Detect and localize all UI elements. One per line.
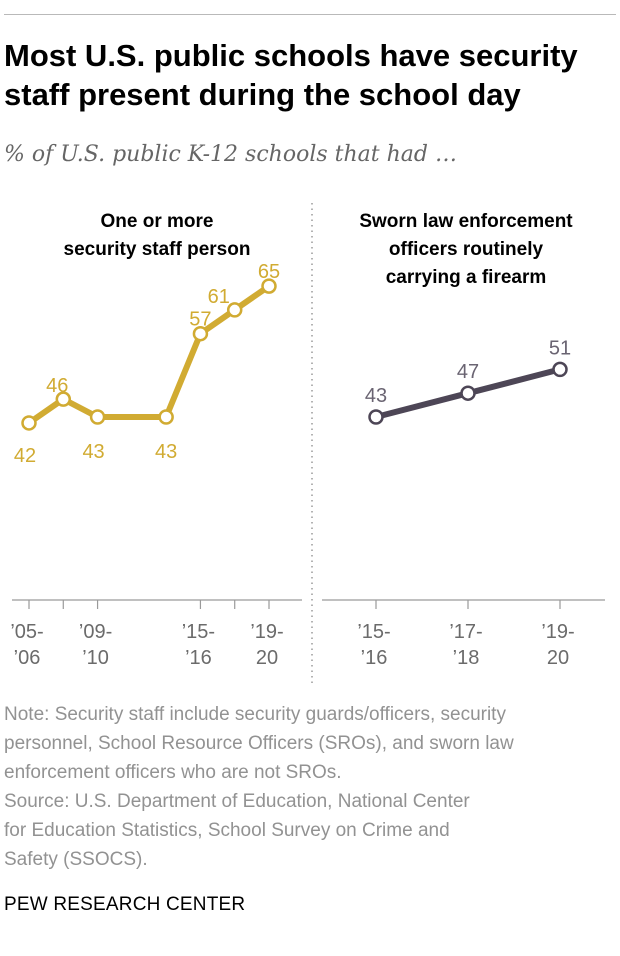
data-point-sworn-officers: [460, 385, 476, 401]
x-tick-label-right: ’19-: [541, 621, 574, 643]
x-tick-label-right: ’15-: [357, 621, 390, 643]
x-tick-label-right: ’17-: [449, 621, 482, 643]
panel-title-sworn-officers: Sworn law enforcement officers routinely…: [318, 208, 614, 292]
x-tick-label-left: ’05-: [10, 621, 43, 643]
data-point-security-staff: [192, 325, 209, 342]
data-label-sworn-officers: 43: [365, 385, 387, 407]
top-rule: [4, 14, 616, 15]
footer-credit: PEW RESEARCH CENTER: [4, 894, 246, 915]
x-tick-label-left: ’06: [14, 647, 41, 669]
x-tick-label-left: ’10: [82, 647, 109, 669]
data-point-sworn-officers: [368, 409, 384, 425]
data-point-security-staff: [55, 391, 72, 407]
note-and-source: Note: Security staff include security gu…: [4, 700, 616, 874]
data-label-sworn-officers: 47: [457, 361, 479, 383]
x-tick-label-left: ’16: [185, 647, 212, 669]
data-label-security-staff: 57: [189, 309, 211, 331]
panel-title-line: One or more: [100, 211, 214, 232]
source-line: Source: U.S. Department of Education, Na…: [4, 791, 470, 812]
data-label-security-staff: 65: [258, 261, 280, 283]
x-tick-label-right: 20: [547, 647, 569, 669]
data-point-security-staff: [226, 302, 243, 318]
data-point-security-staff: [158, 409, 174, 425]
x-tick-label-left: ’15-: [182, 621, 215, 643]
panel-title-line: Sworn law enforcement: [359, 211, 573, 232]
data-label-security-staff: 61: [208, 286, 230, 308]
data-point-security-staff: [261, 278, 277, 294]
panel-title-line: carrying a firearm: [385, 267, 547, 288]
data-point-security-staff: [21, 415, 37, 431]
chart-subtitle: % of U.S. public K-12 schools that had …: [4, 142, 457, 167]
data-label-security-staff: 43: [155, 441, 177, 463]
note-line: enforcement officers who are not SROs.: [4, 762, 342, 783]
data-point-sworn-officers: [552, 361, 568, 378]
data-label-security-staff: 42: [14, 445, 36, 467]
data-label-security-staff: 43: [82, 441, 104, 463]
chart-title: Most U.S. public schools have security s…: [4, 38, 578, 112]
note-line: personnel, School Resource Officers (SRO…: [4, 733, 514, 754]
x-tick-label-left: ’19-: [250, 621, 283, 643]
data-label-sworn-officers: 51: [549, 337, 571, 359]
x-tick-label-right: ’18: [453, 647, 480, 669]
x-tick-label-right: ’16: [361, 647, 388, 669]
data-point-security-staff: [89, 409, 106, 425]
source-line: Safety (SSOCS).: [4, 849, 148, 870]
panel-title-line: officers routinely: [388, 239, 544, 260]
source-line: for Education Statistics, School Survey …: [4, 820, 450, 841]
note-line: Note: Security staff include security gu…: [4, 704, 506, 725]
data-label-security-staff: 46: [46, 375, 68, 397]
x-tick-label-left: 20: [256, 647, 278, 669]
panel-title-line: security staff person: [63, 239, 251, 260]
panel-title-security-staff: One or more security staff person: [12, 208, 302, 264]
x-tick-label-left: ’09-: [79, 621, 112, 643]
